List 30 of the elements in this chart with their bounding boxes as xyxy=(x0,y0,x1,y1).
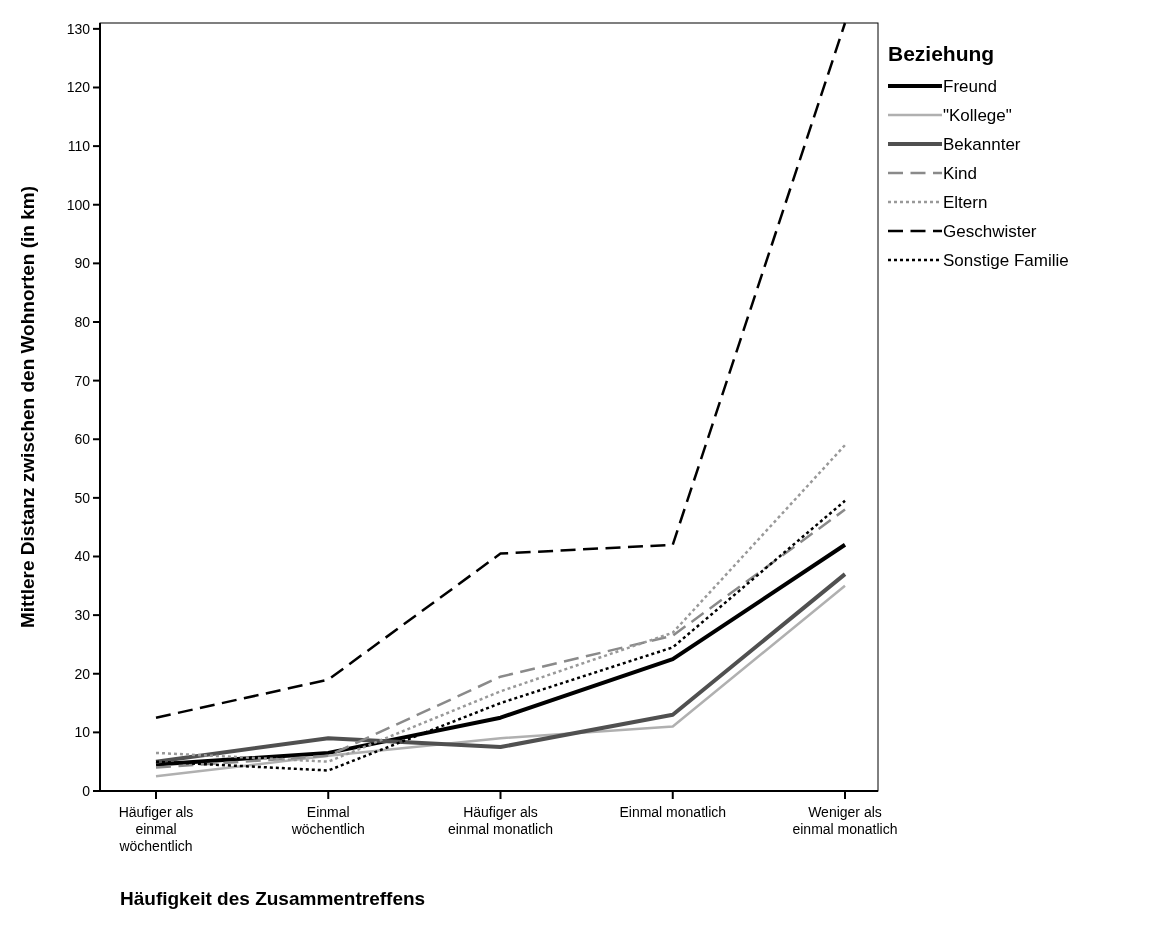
legend-label: Freund xyxy=(943,76,997,96)
y-tick-label: 10 xyxy=(74,724,91,741)
line-series xyxy=(154,443,847,763)
y-tick-label: 90 xyxy=(74,255,91,272)
y-tick-label: 80 xyxy=(74,313,91,330)
y-tick-label: 0 xyxy=(82,782,91,799)
y-tick-label: 60 xyxy=(74,431,91,448)
x-tick-label: Weniger als einmal monatlich xyxy=(792,804,898,837)
y-tick-label: 110 xyxy=(67,138,91,155)
legend-label: Sonstige Familie xyxy=(943,250,1069,270)
y-tick-label: 50 xyxy=(74,489,91,506)
y-tick-label: 40 xyxy=(74,548,91,565)
y-tick-label: 130 xyxy=(66,20,91,37)
legend-label: Eltern xyxy=(943,192,988,212)
x-tick-label: Häufiger als einmal monatlich xyxy=(447,804,554,837)
legend-label: Bekannter xyxy=(943,134,1021,154)
x-tick-label: Einmal monatlich xyxy=(619,804,727,820)
y-tick-label: 120 xyxy=(66,79,91,96)
y-tick-label: 30 xyxy=(74,607,91,624)
legend-label: "Kollege" xyxy=(943,105,1012,125)
y-axis-title: Mittlere Distanz zwischen den Wohnorten (in km) xyxy=(17,186,38,628)
y-tick-label: 20 xyxy=(74,665,91,682)
y-tick-label: 100 xyxy=(66,196,91,213)
legend-title: Beziehung xyxy=(888,42,995,65)
legend-label: Geschwister xyxy=(943,221,1037,241)
legend-label: Kind xyxy=(943,163,978,183)
y-tick-label: 70 xyxy=(74,372,91,389)
x-axis-title: Häufigkeit des Zusammentreffens xyxy=(120,888,426,909)
x-tick-label: Einmal wöchentlich xyxy=(290,804,365,837)
x-tick-label: Häufiger als einmal wöchentlich xyxy=(118,804,194,854)
